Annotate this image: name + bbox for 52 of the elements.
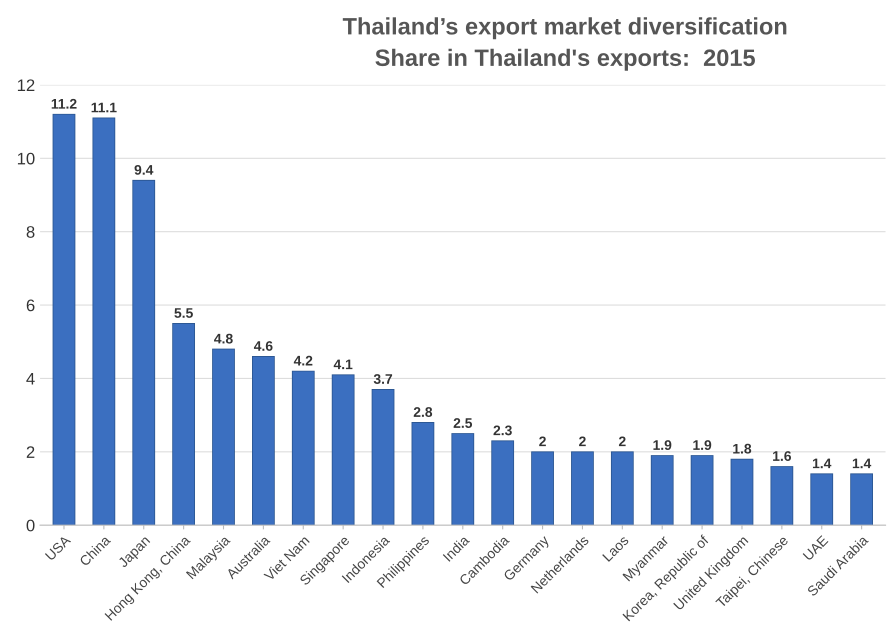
bar [531,451,554,526]
data-label: 2.5 [454,418,472,428]
bar [332,374,355,526]
data-label: 4.2 [294,356,312,366]
bar [451,433,474,526]
data-label: 1.4 [812,458,832,468]
bar [690,455,714,526]
data-label: 1.6 [773,451,792,461]
chart-title: Thailand’s export market diversification [342,17,786,40]
data-label: 1.8 [733,444,752,454]
chart-subtitle: Share in Thailand's exports: 2015 [375,48,755,71]
bar [770,466,794,526]
bar [412,422,434,526]
data-label: 4.6 [254,341,273,351]
bar [650,455,674,526]
bar [730,458,754,526]
data-label: 9.4 [134,164,154,175]
y-tick-label: 12 [18,79,34,91]
data-label: 1.9 [653,440,672,450]
data-label: 2.8 [414,407,432,417]
bar [172,322,196,526]
y-tick-label: 6 [26,299,34,312]
bar [292,370,315,526]
bar [132,180,156,526]
bar [372,389,394,526]
data-label: 1.9 [693,440,712,450]
bar [850,473,874,526]
data-label: 1.4 [852,458,872,468]
data-label: 11.1 [92,102,117,112]
data-label: 3.7 [374,374,392,384]
data-label: 2 [618,436,626,446]
data-label: 2.3 [494,425,512,436]
data-label: 4.1 [334,360,352,370]
bar [252,356,275,526]
bar [92,118,116,526]
bar [52,114,76,526]
y-tick-label: 2 [26,446,34,458]
bar [212,348,235,526]
bar [810,473,834,526]
data-label: 2 [579,436,586,446]
data-label: 11.2 [52,98,77,109]
bar [491,440,514,526]
y-tick-label: 4 [26,373,35,384]
y-tick-label: 8 [26,226,34,238]
y-tick-label: 0 [26,520,35,532]
x-tick-label: USA [44,534,72,561]
data-label: 5.5 [174,308,193,318]
y-tick-label: 10 [18,152,35,164]
data-label: 2 [539,436,546,446]
bar [610,451,634,526]
data-label: 4.8 [214,334,233,344]
bar [571,451,594,526]
